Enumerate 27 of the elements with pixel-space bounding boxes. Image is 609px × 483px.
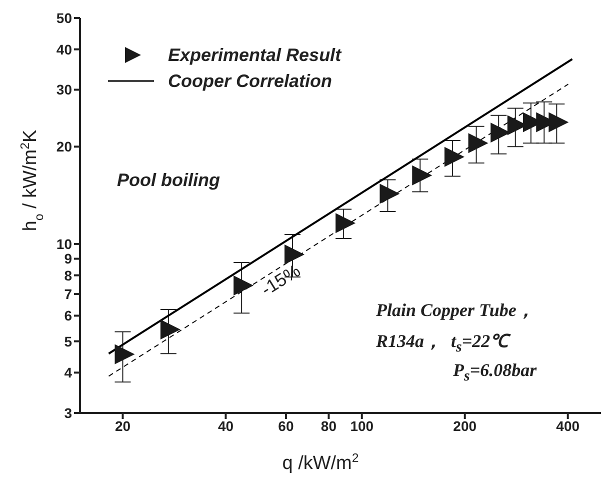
y-tick-label: 9 bbox=[64, 250, 72, 267]
legend-label: Experimental Result bbox=[168, 44, 342, 66]
y-tick-label: 30 bbox=[56, 82, 72, 98]
y-tick-label: 7 bbox=[64, 286, 72, 302]
y-tick-label: 40 bbox=[56, 41, 72, 58]
annotation: R134a， t$_{s}$=22℃ bbox=[376, 330, 508, 357]
y-tick-label: 3 bbox=[64, 404, 72, 421]
x-tick-label: 20 bbox=[114, 418, 131, 434]
x-tick-label: 60 bbox=[278, 418, 294, 434]
y-tick-label: 20 bbox=[56, 138, 72, 155]
legend-label: Cooper Correlation bbox=[168, 70, 332, 92]
annotation: Pool boiling bbox=[117, 170, 220, 191]
y-tick-label: 5 bbox=[64, 333, 72, 350]
x-tick-label: 40 bbox=[218, 418, 234, 434]
annotation: Plain Copper Tube， bbox=[376, 299, 534, 322]
x-tick-label: 100 bbox=[350, 418, 374, 434]
x-tick-label: 400 bbox=[556, 418, 580, 434]
annotation: -15% bbox=[258, 260, 304, 301]
annotation: P$_{s}$=6.08bar bbox=[453, 360, 537, 386]
y-tick-label: 6 bbox=[64, 308, 72, 324]
y-tick-label: 10 bbox=[56, 236, 72, 252]
x-tick-label: 200 bbox=[453, 418, 477, 434]
y-tick-label: 50 bbox=[56, 10, 72, 26]
x-tick-label: 80 bbox=[320, 418, 337, 434]
y-tick-label: 8 bbox=[64, 267, 72, 284]
x-axis-title: q /kW/m$^{2}$ bbox=[282, 451, 359, 474]
y-tick-label: 4 bbox=[64, 364, 72, 381]
